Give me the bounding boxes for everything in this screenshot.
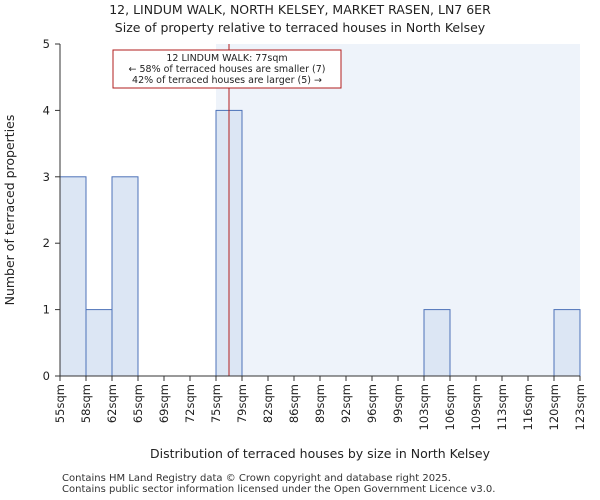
x-tick-label: 109sqm xyxy=(469,384,483,430)
x-tick-label: 75sqm xyxy=(209,384,223,423)
x-tick-label: 79sqm xyxy=(235,384,249,423)
x-tick-label: 106sqm xyxy=(443,384,457,430)
bar-120sqm xyxy=(553,309,581,377)
x-tick-label: 58sqm xyxy=(79,384,93,423)
annotation-line-1: 12 LINDUM WALK: 77sqm xyxy=(166,53,287,64)
y-axis-label: Number of terraced properties xyxy=(2,115,17,306)
bars-group xyxy=(59,109,581,377)
x-axis-label: Distribution of terraced houses by size … xyxy=(150,446,491,461)
annotation-line-2: ← 58% of terraced houses are smaller (7) xyxy=(129,64,326,75)
x-tick-label: 69sqm xyxy=(157,384,171,423)
x-tick-label: 89sqm xyxy=(313,384,327,423)
x-tick-label: 116sqm xyxy=(521,384,535,430)
y-tick-label: 4 xyxy=(43,103,50,117)
y-tick-label: 3 xyxy=(43,170,50,184)
x-tick-label: 62sqm xyxy=(105,384,119,423)
annotation-line-3: 42% of terraced houses are larger (5) → xyxy=(132,75,322,86)
chart-subtitle: Size of property relative to terraced ho… xyxy=(115,20,486,35)
chart-title: 12, LINDUM WALK, NORTH KELSEY, MARKET RA… xyxy=(109,2,491,17)
bar-62sqm xyxy=(111,176,139,377)
x-tick-label: 72sqm xyxy=(183,384,197,423)
x-tick-label: 82sqm xyxy=(261,384,275,423)
y-tick-label: 5 xyxy=(43,37,50,51)
x-tick-label: 96sqm xyxy=(365,384,379,423)
y-tick-label: 1 xyxy=(43,303,50,317)
footer-line-2: Contains public sector information licen… xyxy=(62,484,496,495)
x-tick-label: 113sqm xyxy=(495,384,509,430)
x-tick-label: 86sqm xyxy=(287,384,301,423)
x-tick-label: 123sqm xyxy=(573,384,587,430)
x-tick-label: 65sqm xyxy=(131,384,145,423)
annotation-box: 12 LINDUM WALK: 77sqm ← 58% of terraced … xyxy=(112,49,342,89)
bar-chart: 12, LINDUM WALK, NORTH KELSEY, MARKET RA… xyxy=(2,2,587,461)
highlight-region xyxy=(216,44,580,376)
bar-58sqm xyxy=(85,309,113,377)
bar-103sqm xyxy=(423,309,451,377)
y-tick-label: 2 xyxy=(43,236,50,250)
x-tick-label: 99sqm xyxy=(391,384,405,423)
x-tick-label: 92sqm xyxy=(339,384,353,423)
x-tick-label: 103sqm xyxy=(417,384,431,430)
footer-line-1: Contains HM Land Registry data © Crown c… xyxy=(62,473,451,484)
bar-55sqm xyxy=(59,176,87,377)
x-tick-label: 55sqm xyxy=(53,384,67,423)
y-ticks-group: 0 1 2 3 4 5 xyxy=(43,37,60,383)
x-tick-label: 120sqm xyxy=(547,384,561,430)
y-tick-label: 0 xyxy=(43,369,50,383)
x-ticks-group: 55sqm 58sqm 62sqm 65sqm 69sqm 72sqm 75sqm 79sqm… xyxy=(53,376,587,430)
